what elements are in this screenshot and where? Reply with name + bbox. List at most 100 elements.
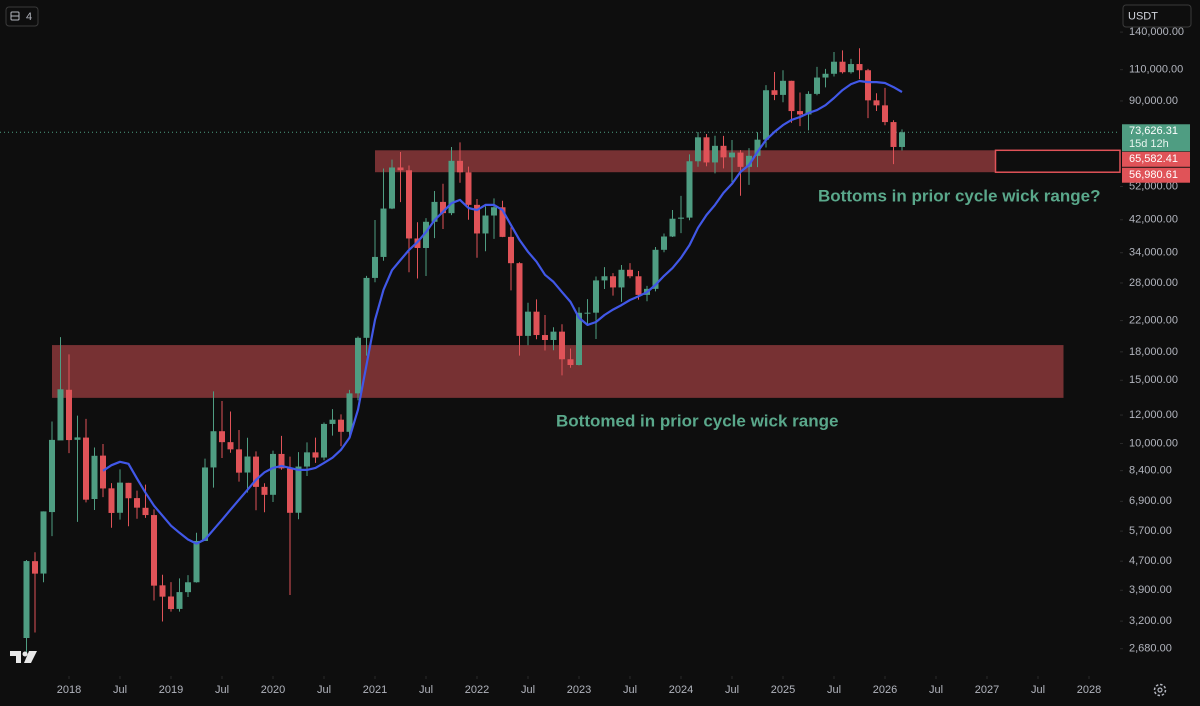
candle-body bbox=[270, 453, 276, 495]
annotation: Bottoms in prior cycle wick range? bbox=[818, 186, 1100, 205]
y-tick-label: 5,700.00 bbox=[1129, 525, 1172, 537]
candle-body bbox=[100, 455, 106, 489]
candle-body bbox=[593, 280, 599, 313]
candle-body bbox=[703, 137, 710, 163]
candle-body bbox=[695, 137, 701, 162]
candle-body bbox=[32, 561, 38, 574]
candle-body bbox=[168, 596, 174, 610]
x-tick-label: Jul bbox=[1031, 684, 1045, 696]
candle-body bbox=[210, 431, 217, 468]
candle-body bbox=[312, 452, 319, 458]
candle-body bbox=[873, 100, 880, 106]
candle-body bbox=[261, 486, 268, 495]
x-tick-label: Jul bbox=[419, 684, 433, 696]
candle-body bbox=[338, 419, 344, 432]
indicator-count: 4 bbox=[26, 11, 32, 23]
candle-body bbox=[525, 311, 531, 336]
candle-body bbox=[720, 145, 727, 158]
candle-body bbox=[176, 592, 183, 609]
annotation: Bottomed in prior cycle wick range bbox=[556, 411, 838, 430]
candle-body bbox=[729, 152, 735, 158]
y-tick-label: 3,900.00 bbox=[1129, 584, 1172, 596]
y-tick-label: 3,200.00 bbox=[1129, 615, 1172, 627]
candle-body bbox=[610, 276, 616, 288]
candle-body bbox=[618, 269, 625, 288]
logo-part bbox=[10, 651, 21, 663]
y-tick-label: 6,900.00 bbox=[1129, 495, 1172, 507]
currency-selector[interactable]: USDT bbox=[1122, 4, 1192, 28]
zone-price-label: 56,980.61 bbox=[1129, 169, 1178, 181]
x-tick-label: 2024 bbox=[669, 684, 693, 696]
candle-body bbox=[550, 331, 557, 340]
candle-body bbox=[797, 111, 803, 115]
currency-box[interactable] bbox=[1122, 4, 1192, 28]
candle-body bbox=[253, 456, 259, 487]
y-tick-label: 22,000.00 bbox=[1129, 314, 1178, 326]
x-tick-label: Jul bbox=[113, 684, 127, 696]
candle-body bbox=[117, 482, 123, 513]
logo-part bbox=[22, 651, 28, 657]
candle-body bbox=[74, 437, 81, 440]
y-tick-label: 18,000.00 bbox=[1129, 346, 1178, 358]
candle-body bbox=[831, 61, 837, 74]
candle-body bbox=[737, 152, 744, 167]
zone-price-box bbox=[1122, 151, 1190, 167]
logo-part bbox=[24, 651, 37, 663]
x-tick-label: 2018 bbox=[57, 684, 81, 696]
candle-body bbox=[202, 467, 208, 541]
candle-body bbox=[244, 456, 251, 473]
candle-body bbox=[848, 64, 854, 73]
x-tick-label: 2027 bbox=[975, 684, 999, 696]
gear-inner bbox=[1157, 687, 1163, 693]
candle-body bbox=[839, 61, 846, 73]
y-tick-label: 2,680.00 bbox=[1129, 643, 1172, 655]
candle-body bbox=[236, 449, 242, 473]
candle-body bbox=[142, 507, 149, 516]
candle-body bbox=[890, 122, 897, 147]
candle-body bbox=[40, 511, 47, 574]
candle-body bbox=[567, 359, 574, 366]
candle-body bbox=[134, 498, 140, 508]
candle-body bbox=[686, 161, 693, 218]
candle-body bbox=[771, 90, 778, 95]
indicator-toggle[interactable]: 4 bbox=[5, 6, 39, 27]
y-tick-label: 10,000.00 bbox=[1129, 437, 1178, 449]
candle-body bbox=[533, 311, 540, 336]
currency-label: USDT bbox=[1128, 10, 1158, 22]
x-tick-label: Jul bbox=[623, 684, 637, 696]
zone-extension bbox=[994, 149, 1121, 173]
candle-body bbox=[304, 452, 310, 467]
candle-body bbox=[652, 249, 659, 289]
candle-body bbox=[397, 167, 404, 171]
candle-body bbox=[91, 455, 98, 500]
candle-body bbox=[278, 453, 285, 469]
candle-body bbox=[159, 585, 166, 597]
candle-body bbox=[49, 439, 55, 513]
candle-body bbox=[559, 331, 565, 360]
zone bbox=[375, 150, 996, 173]
zone bbox=[52, 345, 1064, 398]
y-tick-label: 140,000.00 bbox=[1129, 26, 1184, 38]
x-tick-label: Jul bbox=[215, 684, 229, 696]
candle-body bbox=[406, 170, 412, 239]
candle-body bbox=[627, 269, 633, 277]
candle-body bbox=[635, 276, 642, 295]
candle-body bbox=[66, 389, 72, 441]
candle-body bbox=[584, 312, 591, 314]
x-tick-label: Jul bbox=[827, 684, 841, 696]
candle-body bbox=[380, 208, 387, 257]
candle-body bbox=[482, 215, 489, 234]
candle-body bbox=[542, 335, 548, 340]
gear-outer[interactable] bbox=[1153, 683, 1167, 697]
candle-body bbox=[346, 393, 353, 432]
candle-body bbox=[814, 77, 820, 94]
y-tick-label: 42,000.00 bbox=[1129, 214, 1178, 226]
x-tick-label: 2026 bbox=[873, 684, 897, 696]
candle-body bbox=[899, 132, 905, 147]
candle-body bbox=[23, 561, 30, 639]
settings-button[interactable] bbox=[1153, 683, 1167, 697]
candle-body bbox=[193, 540, 200, 583]
candle-body bbox=[474, 204, 480, 234]
